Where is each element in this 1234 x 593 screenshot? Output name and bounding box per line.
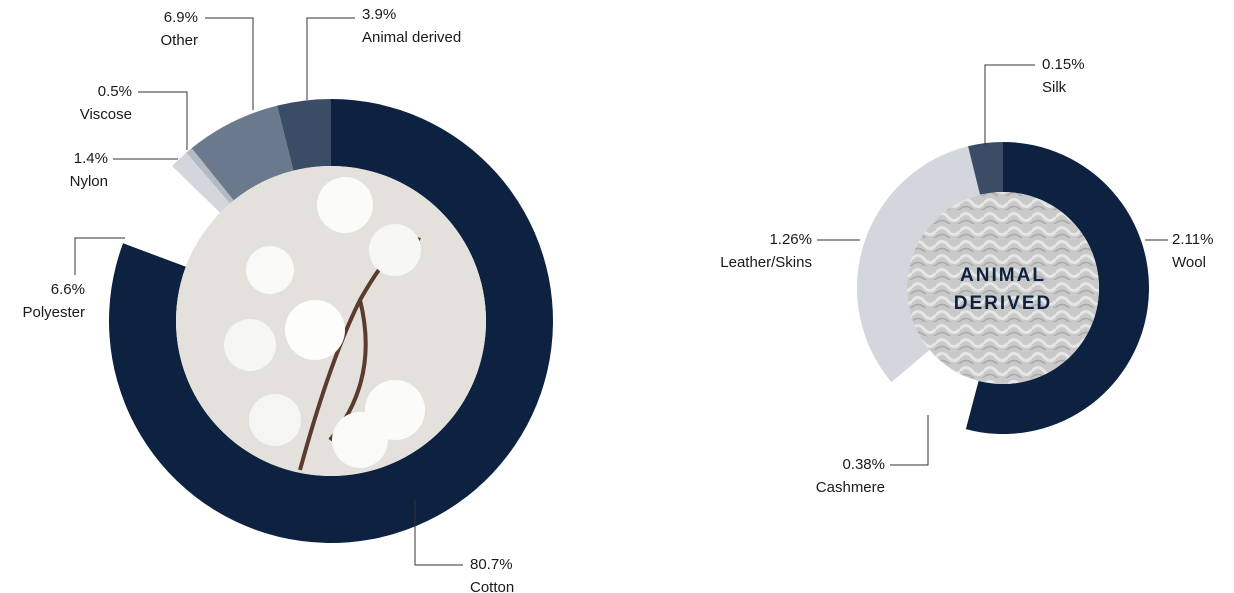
wool-image <box>907 192 1099 384</box>
leader-line <box>890 415 929 466</box>
center-label: DERIVED <box>954 293 1052 314</box>
leader-line <box>74 237 125 275</box>
category-label: Cotton <box>470 579 514 593</box>
value-label: 0.5% <box>98 83 132 100</box>
leader-line <box>205 17 254 110</box>
category-label: Silk <box>1042 79 1067 96</box>
value-label: 80.7% <box>470 556 513 573</box>
value-label: 1.4% <box>74 150 108 167</box>
leader-line <box>414 500 463 566</box>
value-label: 1.26% <box>769 231 812 248</box>
cotton-image <box>176 166 486 476</box>
category-label: Nylon <box>70 173 108 190</box>
slice <box>277 99 331 171</box>
value-label: 6.9% <box>164 9 198 26</box>
slice <box>123 166 221 267</box>
slice <box>891 349 979 430</box>
slice <box>857 146 981 383</box>
leader-line <box>138 91 188 150</box>
slice <box>968 142 1003 195</box>
category-label: Cashmere <box>816 479 885 496</box>
slice <box>172 152 230 213</box>
slice <box>186 148 234 204</box>
slice <box>191 105 294 201</box>
category-label: Leather/Skins <box>720 254 812 271</box>
leader-line <box>306 17 355 100</box>
slice <box>965 142 1150 434</box>
category-label: Other <box>160 32 198 49</box>
value-label: 6.6% <box>51 281 85 298</box>
category-label: Polyester <box>22 304 85 321</box>
value-label: 0.15% <box>1042 56 1085 73</box>
category-label: Animal derived <box>362 29 461 46</box>
slice <box>108 99 553 544</box>
leader-line <box>984 64 1035 145</box>
center-label: ANIMAL <box>960 265 1046 286</box>
value-label: 0.38% <box>842 456 885 473</box>
value-label: 3.9% <box>362 6 396 23</box>
category-label: Wool <box>1172 254 1206 271</box>
category-label: Viscose <box>80 106 132 123</box>
value-label: 2.11% <box>1172 231 1213 248</box>
